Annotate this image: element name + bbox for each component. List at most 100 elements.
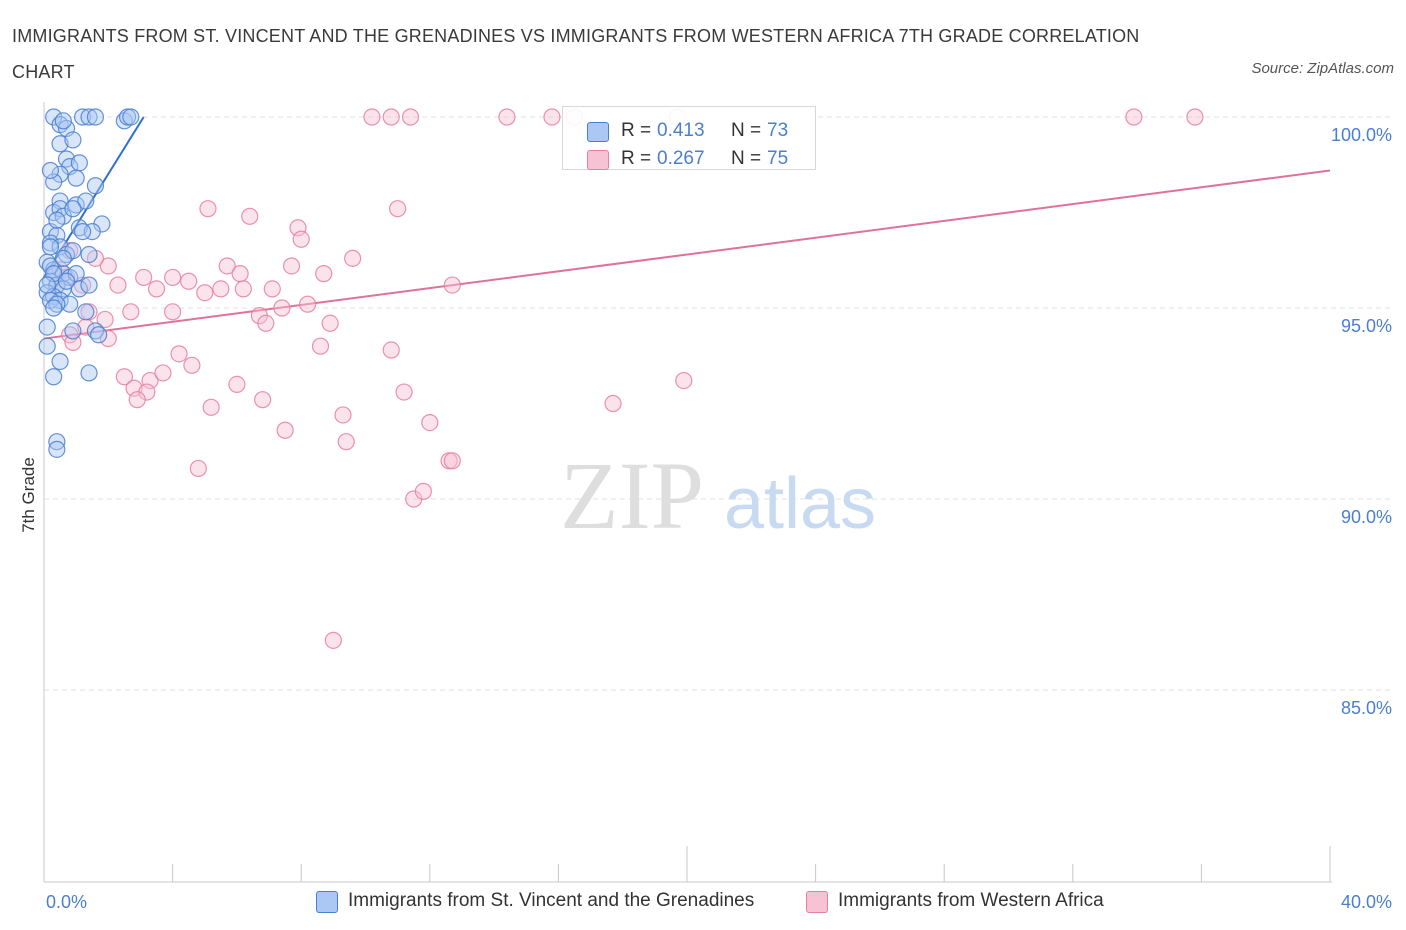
bottom-legend-label: Immigrants from Western Africa bbox=[838, 890, 1104, 911]
point-series2 bbox=[389, 200, 407, 218]
point-series2 bbox=[311, 337, 330, 355]
point-series2 bbox=[315, 265, 333, 283]
correlation-legend: R = 0.413 N = 73 R = 0.267 N = 75 bbox=[562, 106, 816, 170]
point-series1 bbox=[73, 108, 92, 126]
legend-row-series2: R = 0.267 N = 75 bbox=[563, 145, 815, 173]
point-series2 bbox=[128, 391, 146, 409]
point-series1 bbox=[41, 238, 60, 256]
y-tick-label: 95.0% bbox=[1341, 316, 1392, 336]
point-series2 bbox=[443, 452, 461, 470]
point-series2 bbox=[96, 310, 114, 329]
point-series2 bbox=[180, 272, 198, 290]
point-series2 bbox=[1125, 108, 1143, 126]
y-tick-label: 100.0% bbox=[1331, 125, 1392, 145]
x-tick-label: 40.0% bbox=[1341, 892, 1392, 912]
point-series1 bbox=[73, 223, 92, 241]
point-series2 bbox=[122, 303, 140, 321]
bottom-legend-label: Immigrants from St. Vincent and the Gren… bbox=[348, 890, 755, 911]
point-series2 bbox=[363, 108, 381, 126]
tick-labels: 85.0% 90.0% 95.0% 100.0% 0.0% 40.0% bbox=[46, 125, 1392, 912]
point-series2 bbox=[199, 200, 217, 218]
legend-n-label: N = bbox=[731, 120, 762, 141]
point-series2 bbox=[273, 299, 291, 317]
legend-n-value: 75 bbox=[767, 148, 789, 169]
point-series1 bbox=[67, 169, 85, 187]
point-series1 bbox=[61, 295, 79, 313]
point-series1 bbox=[38, 318, 56, 336]
point-series2 bbox=[382, 341, 400, 359]
point-series1 bbox=[41, 234, 60, 252]
point-series1 bbox=[64, 322, 82, 340]
point-series1 bbox=[54, 112, 72, 130]
point-series2 bbox=[99, 329, 117, 348]
point-series1 bbox=[48, 211, 66, 229]
point-series1 bbox=[45, 299, 63, 317]
point-series1 bbox=[80, 108, 98, 126]
point-series2 bbox=[231, 265, 249, 283]
point-series2 bbox=[115, 368, 133, 386]
point-series2 bbox=[324, 631, 342, 649]
point-series1 bbox=[80, 364, 98, 382]
legend-n-value: 73 bbox=[767, 120, 789, 141]
watermark-zip: ZIP bbox=[560, 442, 704, 549]
point-series2 bbox=[414, 482, 432, 500]
point-series2 bbox=[234, 280, 252, 298]
point-series2 bbox=[218, 257, 236, 275]
point-series2 bbox=[228, 375, 246, 393]
point-series2 bbox=[382, 108, 400, 126]
point-series2 bbox=[241, 207, 259, 225]
point-series2 bbox=[292, 230, 310, 248]
point-series1 bbox=[77, 192, 95, 210]
point-series2 bbox=[135, 268, 153, 287]
legend-row-series1: R = 0.413 N = 73 bbox=[563, 117, 815, 145]
point-series2 bbox=[443, 276, 461, 294]
point-series1 bbox=[45, 368, 63, 386]
legend-swatch-blue bbox=[587, 122, 609, 142]
legend-r-label: R = bbox=[621, 120, 652, 141]
point-series2 bbox=[154, 364, 172, 382]
point-series1 bbox=[83, 223, 101, 241]
y-tick-label: 90.0% bbox=[1341, 507, 1392, 527]
point-series2 bbox=[675, 371, 693, 390]
point-series1 bbox=[38, 276, 56, 294]
grid-lines bbox=[44, 116, 1392, 691]
point-series1 bbox=[86, 177, 105, 195]
trend-line-series2 bbox=[43, 169, 1331, 340]
y-tick-label: 85.0% bbox=[1341, 698, 1392, 718]
point-series2 bbox=[321, 314, 339, 332]
legend-n-label: N = bbox=[731, 148, 762, 169]
point-series1 bbox=[70, 154, 88, 172]
point-series2 bbox=[401, 108, 420, 126]
point-series2 bbox=[212, 280, 230, 298]
point-series1 bbox=[57, 272, 76, 290]
point-series2 bbox=[543, 108, 561, 126]
point-series2 bbox=[254, 391, 272, 409]
chart-title: IMMIGRANTS FROM ST. VINCENT AND THE GREN… bbox=[12, 26, 1140, 82]
axes bbox=[43, 102, 1332, 883]
point-series1 bbox=[51, 135, 69, 153]
point-series2 bbox=[164, 303, 182, 321]
point-series2 bbox=[1186, 108, 1204, 126]
point-series2 bbox=[183, 356, 201, 374]
point-series2 bbox=[189, 459, 207, 478]
point-series2 bbox=[109, 276, 127, 294]
legend-swatch-pink bbox=[587, 150, 609, 170]
point-series1 bbox=[38, 337, 56, 355]
point-series1 bbox=[54, 249, 72, 267]
point-series2 bbox=[147, 280, 166, 298]
point-series1 bbox=[80, 245, 98, 264]
bottom-legend-swatch-pink bbox=[806, 891, 828, 913]
chart-source: Source: ZipAtlas.com bbox=[1251, 60, 1394, 77]
point-series2 bbox=[276, 421, 294, 439]
x-tick-label: 0.0% bbox=[46, 892, 87, 912]
point-series2 bbox=[196, 284, 214, 302]
point-series1 bbox=[122, 108, 140, 126]
point-series1 bbox=[64, 200, 82, 218]
point-series1 bbox=[80, 276, 98, 294]
point-series1 bbox=[48, 440, 66, 458]
point-series1 bbox=[86, 108, 105, 126]
point-series2 bbox=[337, 433, 355, 451]
point-series1 bbox=[64, 131, 82, 149]
point-series2 bbox=[263, 280, 281, 298]
